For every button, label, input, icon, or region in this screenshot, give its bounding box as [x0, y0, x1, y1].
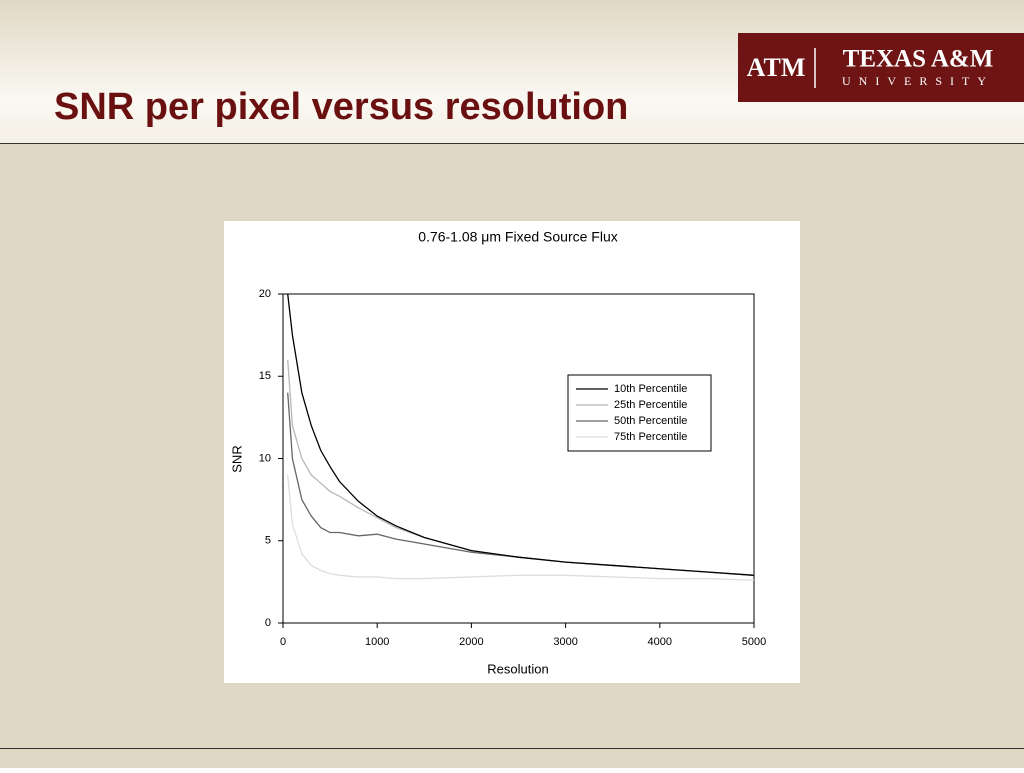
- x-tick-label: 0: [280, 636, 286, 648]
- logo-subtitle: UNIVERSITY: [842, 74, 994, 88]
- legend-label: 25th Percentile: [614, 399, 687, 411]
- y-tick-label: 15: [259, 370, 271, 382]
- y-tick-label: 10: [259, 452, 271, 464]
- y-tick-label: 5: [265, 535, 271, 547]
- x-tick-label: 1000: [365, 636, 389, 648]
- logo-mark: ATM: [747, 53, 806, 82]
- x-tick-label: 5000: [742, 636, 766, 648]
- y-tick-label: 20: [259, 288, 271, 300]
- legend-label: 75th Percentile: [614, 431, 687, 443]
- slide-title: SNR per pixel versus resolution: [54, 86, 628, 128]
- x-tick-label: 4000: [648, 636, 672, 648]
- series-line: [287, 293, 755, 576]
- chart-title: 0.76-1.08 μm Fixed Source Flux: [418, 229, 618, 245]
- logo-wordmark: TEXAS A&M: [843, 46, 994, 73]
- y-axis-label: SNR: [229, 445, 244, 472]
- chart-panel: [224, 221, 800, 683]
- x-axis-label: Resolution: [487, 661, 548, 676]
- logo-box: [738, 33, 1024, 102]
- x-tick-label: 2000: [459, 636, 483, 648]
- legend-label: 50th Percentile: [614, 415, 687, 427]
- legend-box: [567, 374, 712, 452]
- series-line: [287, 474, 755, 581]
- legend-label: 10th Percentile: [614, 383, 687, 395]
- x-tick-label: 3000: [553, 636, 577, 648]
- y-tick-label: 0: [265, 617, 271, 629]
